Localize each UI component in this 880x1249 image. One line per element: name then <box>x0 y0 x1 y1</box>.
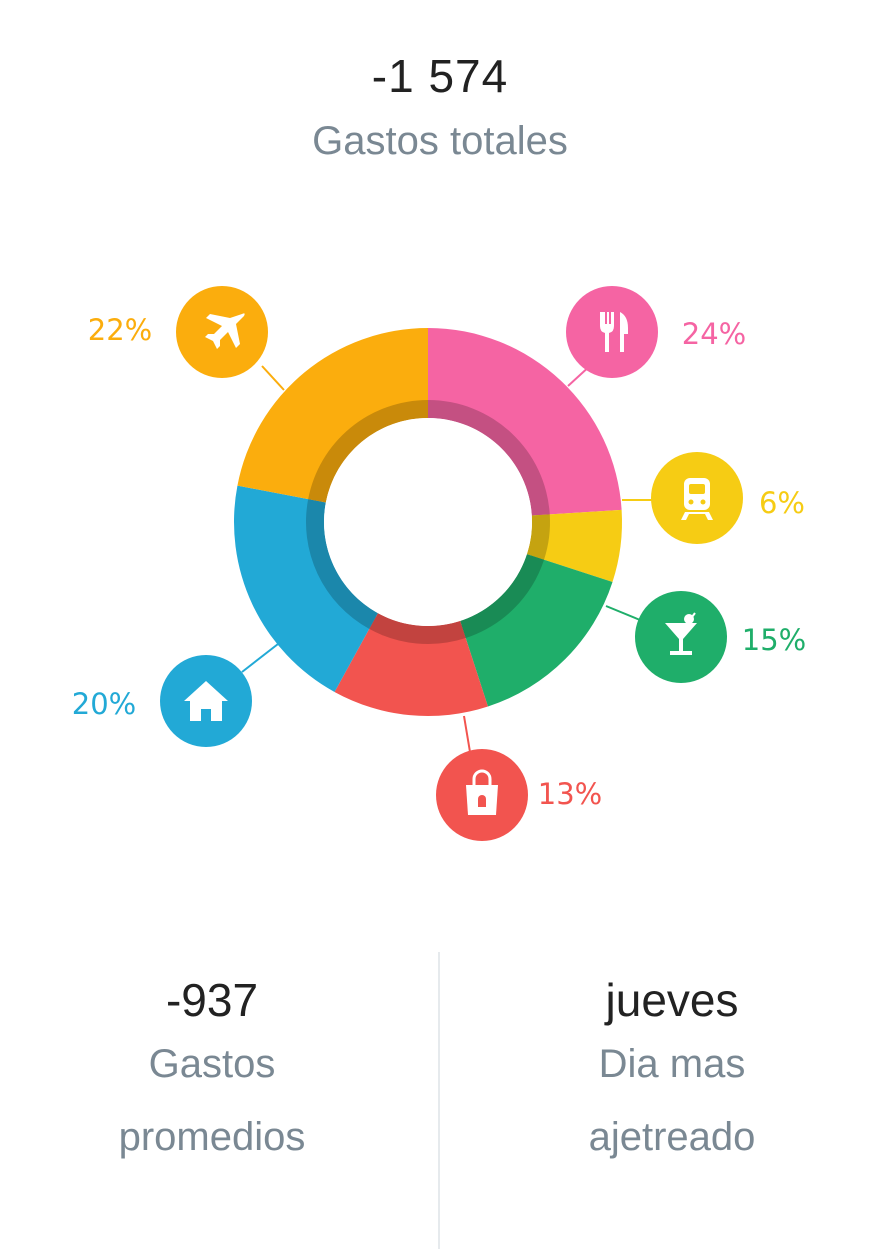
donut-slice-inner-band-ocio <box>460 554 545 639</box>
percent-label-ocio: 15% <box>742 623 806 657</box>
percent-label-transporte: 6% <box>759 486 805 520</box>
donut-center <box>324 418 532 626</box>
donut-slice-comida[interactable] <box>428 328 622 516</box>
connector-line-compras <box>463 715 471 753</box>
total-expenses-summary: -1 574 Gastos totales <box>0 40 880 170</box>
donut-slice-hogar[interactable] <box>234 485 376 693</box>
donut-slice-transporte[interactable] <box>530 509 622 582</box>
busiest-day-label-line2: ajetreado <box>588 1115 756 1159</box>
donut-slice-inner-band-comida <box>428 400 550 516</box>
shopping-bag-icon <box>436 749 528 841</box>
average-expenses-stat: -937 Gastos promedios <box>32 970 392 1192</box>
donut-slice-ocio[interactable] <box>461 555 613 707</box>
percent-label-comida: 24% <box>682 317 746 351</box>
busiest-day-value: jueves <box>605 974 739 1026</box>
busiest-day-stat: jueves Dia mas ajetreado <box>492 970 852 1192</box>
donut-slice-inner-band-compras <box>369 613 466 644</box>
cocktail-icon <box>635 591 727 683</box>
percent-label-viajes: 22% <box>88 313 152 347</box>
average-expenses-value: -937 <box>165 974 259 1026</box>
busiest-day-label-line1: Dia mas <box>598 1042 746 1086</box>
percent-label-compras: 13% <box>538 777 602 811</box>
average-expenses-label-line1: Gastos <box>148 1042 276 1086</box>
house-icon <box>160 655 252 747</box>
donut-slice-inner-band-transporte <box>526 514 550 560</box>
expenses-donut-chart: 24% 6% 15% 13% 20% 22% <box>72 286 806 841</box>
connector-line-ocio <box>605 605 641 621</box>
donut-slice-inner-band-viajes <box>308 400 428 503</box>
percent-label-hogar: 20% <box>72 687 136 721</box>
donut-slice-inner-band-hogar <box>305 499 378 629</box>
average-expenses-label-line2: promedios <box>118 1115 306 1159</box>
airplane-icon <box>176 286 268 378</box>
connector-line-hogar <box>241 643 279 673</box>
fork-knife-icon <box>566 286 658 378</box>
connector-line-viajes <box>261 365 285 391</box>
total-expenses-value: -1 574 <box>371 50 509 102</box>
train-icon <box>651 452 743 544</box>
stats-divider <box>438 952 440 1249</box>
donut-slice-viajes[interactable] <box>237 328 428 502</box>
total-expenses-label: Gastos totales <box>312 119 568 163</box>
